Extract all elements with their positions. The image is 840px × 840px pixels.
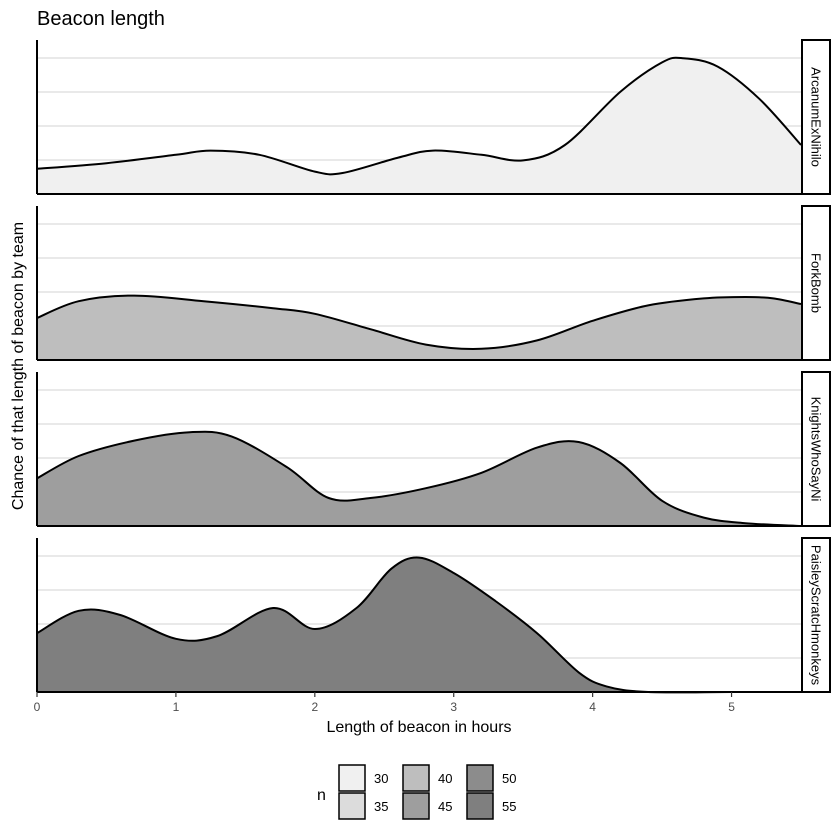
x-tick-label: 0: [34, 700, 41, 714]
legend-label: 40: [438, 771, 452, 786]
strip-box: [801, 39, 831, 195]
density-line: [36, 556, 801, 694]
legend-swatch: [466, 792, 494, 820]
facet-panels: ArcanumExNihilo ForkBomb KnightsWhoSayNi Pa…: [36, 39, 831, 694]
facet-panel: ArcanumExNihilo: [36, 39, 831, 195]
strip-box: [801, 537, 831, 693]
x-tick-label: 4: [589, 700, 596, 714]
legend-label: 45: [438, 799, 452, 814]
legend-swatch: [338, 764, 366, 792]
legend-title: n: [317, 787, 326, 804]
facet-panel: KnightsWhoSayNi: [36, 371, 831, 527]
strip-label: ArcanumExNihilo: [809, 67, 824, 167]
legend-swatch: [338, 792, 366, 820]
x-tick-label: 1: [173, 700, 180, 714]
legend-label: 55: [502, 799, 516, 814]
strip-label: KnightsWhoSayNi: [809, 397, 824, 502]
legend-swatch: [466, 764, 494, 792]
strip-label: ForkBomb: [809, 253, 824, 313]
x-tick-label: 5: [728, 700, 735, 714]
legend-label: 35: [374, 799, 388, 814]
density-area: [37, 295, 801, 360]
legend-label: 30: [374, 771, 388, 786]
density-line: [36, 430, 802, 527]
legend-swatch: [402, 792, 430, 820]
x-tick-label: 2: [311, 700, 318, 714]
x-tick-label: 3: [450, 700, 457, 714]
strip-box: [801, 205, 831, 361]
facet-panel: PaisleyScratcHmonkeys: [36, 537, 831, 694]
legend-swatch: [402, 764, 430, 792]
strip-label: PaisleyScratcHmonkeys: [809, 545, 824, 686]
density-line: [36, 294, 802, 350]
x-axis-title: Length of beacon in hours: [326, 719, 511, 736]
density-line: [36, 56, 802, 176]
facet-panel: ForkBomb: [36, 205, 831, 361]
y-axis-title: Chance of that length of beacon by team: [10, 222, 27, 510]
density-area: [37, 431, 801, 526]
x-axis: 0 1 2 3 4 5: [34, 692, 735, 714]
legend: n 30 35 40 45 50 55: [317, 764, 516, 820]
density-area: [37, 557, 801, 693]
strip-box: [801, 371, 831, 527]
legend-label: 50: [502, 771, 516, 786]
density-area: [37, 57, 801, 194]
chart-title: Beacon length: [37, 8, 165, 30]
